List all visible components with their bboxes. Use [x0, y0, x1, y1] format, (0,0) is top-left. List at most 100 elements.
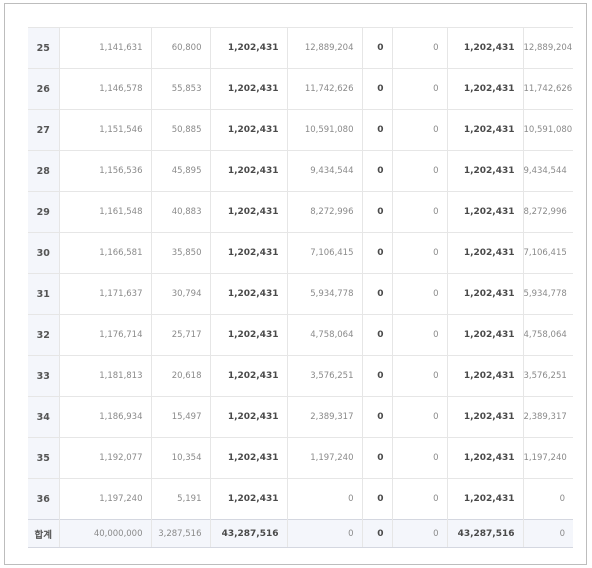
installment-number: 36 [28, 478, 60, 520]
principal-cell: 1,151,546 [59, 109, 152, 151]
balance-cell-2: 4,758,064 [523, 314, 573, 356]
balance-cell: 10,591,080 [287, 109, 363, 151]
payment-cell-2: 1,202,431 [447, 314, 524, 356]
total-principal-cell: 40,000,000 [59, 519, 152, 548]
table-row: 26 1,146,578 55,853 1,202,431 11,742,626… [28, 68, 573, 110]
total-zero-cell: 0 [362, 519, 393, 548]
installment-number: 31 [28, 273, 60, 315]
total-zero-cell-2: 0 [392, 519, 448, 548]
zero-cell-2: 0 [392, 191, 448, 233]
balance-cell: 12,889,204 [287, 27, 363, 69]
table-row: 28 1,156,536 45,895 1,202,431 9,434,544 … [28, 150, 573, 192]
schedule-rows: 25 1,141,631 60,800 1,202,431 12,889,204… [28, 27, 573, 548]
balance-cell: 8,272,996 [287, 191, 363, 233]
payment-cell-2: 1,202,431 [447, 355, 524, 397]
total-row: 합계 40,000,000 3,287,516 43,287,516 0 0 0… [28, 519, 573, 548]
balance-cell-2: 1,197,240 [523, 437, 573, 479]
balance-cell: 3,576,251 [287, 355, 363, 397]
payment-cell: 1,202,431 [210, 68, 288, 110]
payment-cell-2: 1,202,431 [447, 150, 524, 192]
principal-cell: 1,192,077 [59, 437, 152, 479]
principal-cell: 1,171,637 [59, 273, 152, 315]
zero-cell: 0 [362, 68, 393, 110]
payment-cell-2: 1,202,431 [447, 396, 524, 438]
balance-cell-2: 11,742,626 [523, 68, 573, 110]
zero-cell-2: 0 [392, 478, 448, 520]
principal-cell: 1,176,714 [59, 314, 152, 356]
balance-cell: 2,389,317 [287, 396, 363, 438]
interest-cell: 55,853 [151, 68, 211, 110]
balance-cell-2: 9,434,544 [523, 150, 573, 192]
payment-cell: 1,202,431 [210, 232, 288, 274]
payment-cell: 1,202,431 [210, 355, 288, 397]
installment-number: 29 [28, 191, 60, 233]
payment-cell-2: 1,202,431 [447, 232, 524, 274]
table-row: 32 1,176,714 25,717 1,202,431 4,758,064 … [28, 314, 573, 356]
payment-cell: 1,202,431 [210, 314, 288, 356]
total-payment-cell-2: 43,287,516 [447, 519, 524, 548]
payment-cell: 1,202,431 [210, 396, 288, 438]
zero-cell: 0 [362, 273, 393, 315]
table-row: 33 1,181,813 20,618 1,202,431 3,576,251 … [28, 355, 573, 397]
zero-cell: 0 [362, 478, 393, 520]
zero-cell: 0 [362, 396, 393, 438]
zero-cell-2: 0 [392, 437, 448, 479]
zero-cell-2: 0 [392, 273, 448, 315]
total-balance-cell-2: 0 [523, 519, 573, 548]
interest-cell: 40,883 [151, 191, 211, 233]
zero-cell: 0 [362, 150, 393, 192]
installment-number: 35 [28, 437, 60, 479]
interest-cell: 35,850 [151, 232, 211, 274]
interest-cell: 25,717 [151, 314, 211, 356]
zero-cell-2: 0 [392, 314, 448, 356]
schedule-frame: 25 1,141,631 60,800 1,202,431 12,889,204… [4, 3, 587, 565]
principal-cell: 1,146,578 [59, 68, 152, 110]
payment-cell: 1,202,431 [210, 109, 288, 151]
principal-cell: 1,166,581 [59, 232, 152, 274]
balance-cell: 11,742,626 [287, 68, 363, 110]
payment-cell: 1,202,431 [210, 478, 288, 520]
payment-cell: 1,202,431 [210, 191, 288, 233]
installment-number: 32 [28, 314, 60, 356]
table-row: 36 1,197,240 5,191 1,202,431 0 0 0 1,202… [28, 478, 573, 520]
zero-cell-2: 0 [392, 150, 448, 192]
payment-cell-2: 1,202,431 [447, 191, 524, 233]
zero-cell: 0 [362, 191, 393, 233]
total-balance-cell: 0 [287, 519, 363, 548]
interest-cell: 60,800 [151, 27, 211, 69]
balance-cell-2: 3,576,251 [523, 355, 573, 397]
balance-cell-2: 10,591,080 [523, 109, 573, 151]
installment-number: 26 [28, 68, 60, 110]
payment-cell-2: 1,202,431 [447, 68, 524, 110]
balance-cell-2: 5,934,778 [523, 273, 573, 315]
zero-cell-2: 0 [392, 109, 448, 151]
installment-number: 33 [28, 355, 60, 397]
total-payment-cell: 43,287,516 [210, 519, 288, 548]
balance-cell-2: 7,106,415 [523, 232, 573, 274]
balance-cell-2: 0 [523, 478, 573, 520]
zero-cell-2: 0 [392, 232, 448, 274]
table-row: 35 1,192,077 10,354 1,202,431 1,197,240 … [28, 437, 573, 479]
installment-number: 28 [28, 150, 60, 192]
interest-cell: 20,618 [151, 355, 211, 397]
principal-cell: 1,141,631 [59, 27, 152, 69]
zero-cell: 0 [362, 27, 393, 69]
interest-cell: 45,895 [151, 150, 211, 192]
payment-cell: 1,202,431 [210, 273, 288, 315]
table-row: 30 1,166,581 35,850 1,202,431 7,106,415 … [28, 232, 573, 274]
principal-cell: 1,197,240 [59, 478, 152, 520]
installment-number: 25 [28, 27, 60, 69]
balance-cell: 7,106,415 [287, 232, 363, 274]
interest-cell: 50,885 [151, 109, 211, 151]
zero-cell: 0 [362, 355, 393, 397]
table-row: 31 1,171,637 30,794 1,202,431 5,934,778 … [28, 273, 573, 315]
balance-cell: 0 [287, 478, 363, 520]
interest-cell: 10,354 [151, 437, 211, 479]
zero-cell-2: 0 [392, 355, 448, 397]
principal-cell: 1,181,813 [59, 355, 152, 397]
interest-cell: 30,794 [151, 273, 211, 315]
zero-cell: 0 [362, 232, 393, 274]
zero-cell-2: 0 [392, 68, 448, 110]
repayment-schedule-table: 25 1,141,631 60,800 1,202,431 12,889,204… [28, 27, 573, 548]
payment-cell: 1,202,431 [210, 150, 288, 192]
